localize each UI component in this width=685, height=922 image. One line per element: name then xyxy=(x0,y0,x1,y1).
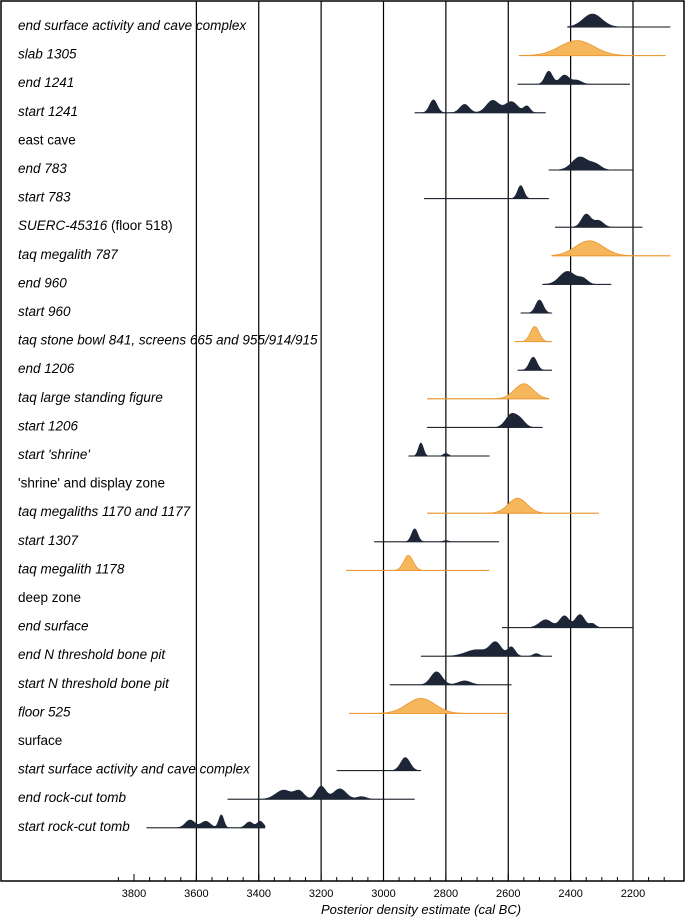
density-curve xyxy=(374,528,499,543)
density-curve xyxy=(555,213,643,228)
row-taq-megaliths-1170-and-1177: taq megaliths 1170 and 1177 xyxy=(18,497,599,519)
density-curve xyxy=(389,671,512,686)
density-curve xyxy=(548,156,633,171)
row-label: 'shrine' and display zone xyxy=(18,476,165,491)
row-label: end surface xyxy=(18,619,89,634)
density-curve xyxy=(517,356,552,371)
row-label: SUERC-45316 (floor 518) xyxy=(18,218,173,233)
row-start-n-threshold-bone-pit: start N threshold bone pit xyxy=(18,671,512,691)
x-axis-label: Posterior density estimate (cal BC) xyxy=(321,902,521,917)
row-slab-1305: slab 1305 xyxy=(18,40,666,62)
tick-label-2600: 2600 xyxy=(496,888,520,900)
gridlines xyxy=(195,1,634,881)
density-curve xyxy=(427,412,543,428)
density-curve xyxy=(517,70,630,85)
row-label: east cave xyxy=(18,132,76,147)
row-end-n-threshold-bone-pit: end N threshold bone pit xyxy=(18,641,552,662)
row-start-783: start 783 xyxy=(18,185,549,205)
row-end-783: end 783 xyxy=(18,156,633,176)
density-curve xyxy=(427,497,599,514)
density-curve xyxy=(424,185,549,199)
row-taq-stone-bowl-841-screens-665-and-955-914-915: taq stone bowl 841, screens 665 and 955/… xyxy=(18,326,553,348)
row-label: start 1206 xyxy=(18,418,79,433)
row-start-1206: start 1206 xyxy=(18,412,543,433)
density-curve xyxy=(520,299,553,314)
rows: end surface activity and cave complex sla… xyxy=(18,13,671,834)
row-label: taq megalith 787 xyxy=(18,247,118,262)
row-label: end 1241 xyxy=(18,75,74,90)
row-start-1241: start 1241 xyxy=(18,99,546,119)
row-start-1307: start 1307 xyxy=(18,528,499,548)
x-axis: 3800 3600 3400 3200 3000 2800 2600 2400 2200 xyxy=(117,874,665,900)
row-label: slab 1305 xyxy=(18,47,77,62)
tick-label-3400: 3400 xyxy=(247,888,271,900)
row-label: deep zone xyxy=(18,590,81,605)
density-curve xyxy=(542,271,612,285)
density-curve xyxy=(427,383,550,400)
row-start-shrine: start 'shrine' xyxy=(18,442,490,462)
row-deep-zone: deep zone xyxy=(18,590,81,605)
row-end-rock-cut-tomb: end rock-cut tomb xyxy=(18,785,415,805)
density-curve xyxy=(408,442,490,457)
row-label: end surface activity and cave complex xyxy=(18,18,247,33)
row-label: end 783 xyxy=(18,161,67,176)
density-curve xyxy=(514,326,553,342)
row-label: end rock-cut tomb xyxy=(18,790,127,805)
row-taq-large-standing-figure: taq large standing figure xyxy=(18,383,550,405)
row-label: end 960 xyxy=(18,275,67,290)
row-start-960: start 960 xyxy=(18,299,553,319)
plot-frame xyxy=(0,0,685,882)
row-label: start 1307 xyxy=(18,533,79,548)
tick-label-3800: 3800 xyxy=(122,888,146,900)
density-curve xyxy=(502,614,633,628)
row-label: end 1206 xyxy=(18,361,75,376)
row-label: start 783 xyxy=(18,190,71,205)
row-label: start 1241 xyxy=(18,104,78,119)
density-curve xyxy=(567,13,671,28)
row-label: start rock-cut tomb xyxy=(18,819,130,834)
row-start-rock-cut-tomb: start rock-cut tomb xyxy=(18,814,266,834)
row-label: start surface activity and cave complex xyxy=(18,762,251,777)
row-east-cave: east cave xyxy=(18,132,76,147)
row-end-surface-activity-and-cave-complex: end surface activity and cave complex xyxy=(18,13,671,33)
row-taq-megalith-787: taq megalith 787 xyxy=(18,240,671,262)
row-floor-525: floor 525 xyxy=(18,697,509,719)
row-end-1206: end 1206 xyxy=(18,356,552,376)
row-label: taq megalith 1178 xyxy=(18,561,125,576)
row-label: start N threshold bone pit xyxy=(18,676,170,691)
row-end-surface: end surface xyxy=(18,614,633,634)
density-curve xyxy=(346,554,490,571)
tick-label-3000: 3000 xyxy=(371,888,395,900)
row-label: taq megaliths 1170 and 1177 xyxy=(18,504,191,519)
tick-label-3600: 3600 xyxy=(184,888,208,900)
row-surface: surface xyxy=(18,733,62,748)
row-start-surface-activity-and-cave-complex: start surface activity and cave complex xyxy=(18,757,422,777)
density-curve xyxy=(420,641,552,657)
density-curve xyxy=(551,240,671,257)
density-curve xyxy=(227,785,415,800)
row-label: surface xyxy=(18,733,62,748)
tick-label-3200: 3200 xyxy=(309,888,333,900)
row-label: taq stone bowl 841, screens 665 and 955/… xyxy=(18,333,318,348)
tick-label-2400: 2400 xyxy=(558,888,582,900)
row-label: start 960 xyxy=(18,304,71,319)
row-suerc-45316: SUERC-45316 (floor 518) xyxy=(18,213,643,233)
density-curve xyxy=(146,814,266,829)
tick-label-2800: 2800 xyxy=(434,888,458,900)
row-end-960: end 960 xyxy=(18,271,612,290)
tick-label-2200: 2200 xyxy=(621,888,645,900)
density-curve xyxy=(414,99,546,114)
row-end-1241: end 1241 xyxy=(18,70,630,90)
row-label: end N threshold bone pit xyxy=(18,647,166,662)
row-shrine-and-display-zone: 'shrine' and display zone xyxy=(18,476,165,491)
row-label: start 'shrine' xyxy=(18,447,90,462)
density-curve xyxy=(518,40,666,56)
row-label: floor 525 xyxy=(18,704,71,719)
density-curve xyxy=(336,757,422,771)
row-label: taq large standing figure xyxy=(18,390,163,405)
density-curve xyxy=(349,697,509,714)
row-taq-megalith-1178: taq megalith 1178 xyxy=(18,554,490,576)
